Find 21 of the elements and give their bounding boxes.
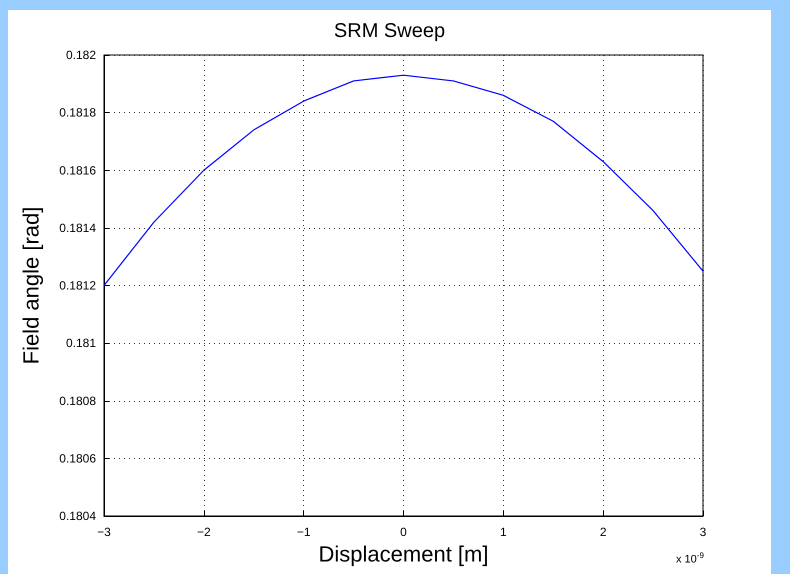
y-tick-label: 0.1816 [59, 163, 96, 178]
x-tick-label: 2 [600, 525, 607, 539]
x-tick-label: −3 [97, 525, 112, 539]
y-tick-label: 0.182 [66, 48, 96, 62]
y-axis-title: Field angle [rad] [18, 206, 44, 364]
y-tick-label: 0.1814 [59, 220, 96, 235]
y-tick-label: 0.1818 [59, 106, 96, 120]
x-tick-label: 3 [700, 525, 707, 539]
x-axis-title: Displacement [m] [318, 541, 488, 566]
line-series [103, 74, 704, 286]
x-tick-label: 1 [500, 525, 507, 539]
y-tick-label: 0.1806 [59, 451, 96, 466]
y-tick-label: 0.1804 [59, 509, 96, 523]
text: x 10$^{-9}$ [676, 551, 704, 566]
y-tick-label: 0.181 [66, 336, 96, 350]
chart-title: SRM Sweep [334, 20, 446, 42]
x-tick-label: 0 [400, 525, 408, 539]
y-tick-label: 0.1812 [59, 278, 96, 292]
y-tick-label: 0.1808 [59, 394, 96, 408]
x-tick-label: −2 [196, 525, 211, 539]
x-tick-label: −1 [296, 525, 311, 539]
